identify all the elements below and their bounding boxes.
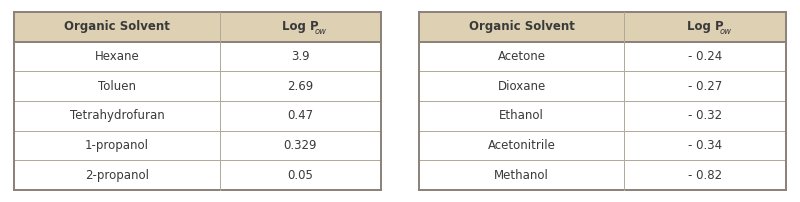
Text: ow: ow [314, 27, 326, 37]
Text: 2.69: 2.69 [287, 80, 314, 93]
Text: Toluen: Toluen [98, 80, 136, 93]
Bar [14, 12, 381, 42]
Text: 1-propanol: 1-propanol [85, 139, 149, 152]
Bar [14, 42, 381, 71]
Text: - 0.24: - 0.24 [688, 50, 722, 63]
Text: - 0.82: - 0.82 [688, 168, 722, 182]
Text: 0.05: 0.05 [287, 168, 313, 182]
Text: 0.47: 0.47 [287, 109, 314, 122]
Text: - 0.27: - 0.27 [688, 80, 722, 93]
Text: Dioxane: Dioxane [498, 80, 546, 93]
Bar [14, 160, 381, 190]
Text: 3.9: 3.9 [291, 50, 310, 63]
Text: Acetone: Acetone [498, 50, 546, 63]
Text: 2-propanol: 2-propanol [85, 168, 149, 182]
Bar [419, 160, 786, 190]
Text: Hexane: Hexane [94, 50, 139, 63]
Text: ow: ow [719, 27, 731, 37]
Bar [419, 131, 786, 160]
Bar [419, 71, 786, 101]
Bar [419, 42, 786, 71]
Text: Tetrahydrofuran: Tetrahydrofuran [70, 109, 164, 122]
Bar [419, 101, 786, 131]
Text: Acetonitrile: Acetonitrile [488, 139, 556, 152]
Text: Log P: Log P [282, 20, 318, 34]
Text: - 0.34: - 0.34 [688, 139, 722, 152]
Text: 0.329: 0.329 [283, 139, 317, 152]
Bar [14, 131, 381, 160]
Bar [14, 101, 381, 131]
Bar [419, 12, 786, 42]
Text: Ethanol: Ethanol [499, 109, 544, 122]
Bar [14, 71, 381, 101]
Text: Log P: Log P [686, 20, 723, 34]
Text: Organic Solvent: Organic Solvent [469, 20, 574, 34]
Text: Methanol: Methanol [494, 168, 550, 182]
Text: - 0.32: - 0.32 [688, 109, 722, 122]
Text: Organic Solvent: Organic Solvent [64, 20, 170, 34]
